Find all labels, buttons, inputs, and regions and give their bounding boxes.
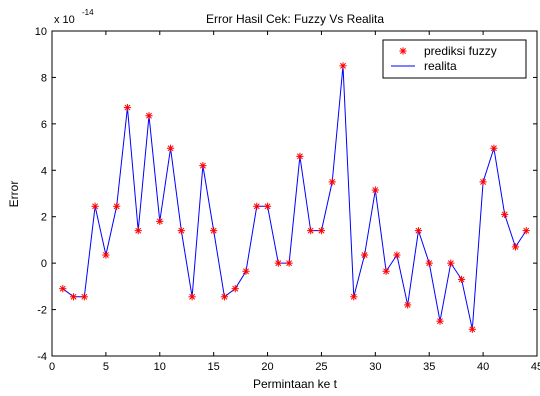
data-point-marker [479,178,487,186]
data-point-marker [274,259,282,267]
data-point-marker [501,210,509,218]
y-tick-label: -2 [37,305,47,317]
data-point-marker [156,217,164,225]
data-point-marker [199,162,207,170]
data-point-marker [123,104,132,112]
y-tick-label: 8 [41,72,47,84]
data-point-marker [447,259,455,267]
data-point-marker [242,267,250,275]
y-tick-label: 4 [41,165,47,177]
x-tick-label: 0 [49,361,55,373]
data-point-marker [113,202,121,210]
x-tick-label: 20 [261,361,273,373]
y-axis-multiplier-base: x 10 [54,14,75,26]
data-point-marker [307,227,315,235]
y-tick-label: 2 [41,212,47,224]
data-point-marker [468,325,476,333]
data-point-marker [210,227,218,235]
data-point-marker [404,301,412,309]
data-point-marker [188,293,196,301]
x-tick-label: 10 [154,361,166,373]
data-point-marker [328,178,336,186]
data-point-marker [393,251,401,259]
series-prediksi-fuzzy [59,62,530,333]
data-point-marker [231,285,239,293]
y-tick-label: 10 [35,26,47,38]
legend: prediksi fuzzy realita [382,39,527,79]
chart-title: Error Hasil Cek: Fuzzy Vs Realita [206,12,384,26]
data-point-marker [145,112,153,120]
y-axis-multiplier-exponent: -14 [82,8,94,17]
data-point-marker [296,152,304,160]
data-point-marker [436,317,444,325]
data-point-marker [220,293,229,301]
data-point-marker [134,227,142,235]
legend-marker-prediksi-fuzzy [399,47,407,55]
data-point-marker [360,251,369,259]
series-realita [62,65,527,330]
legend-box [382,39,527,79]
x-tick-label: 5 [103,361,109,373]
y-axis-label: Error [7,181,21,208]
data-point-marker [102,251,110,259]
realita-line [62,65,527,330]
data-point-marker [253,202,261,210]
data-point-marker [511,243,520,251]
y-axis-multiplier: x 10 -14 [54,8,94,26]
y-tick-label: -4 [37,351,47,363]
x-axis-label: Permintaan ke t [253,377,338,391]
y-tick-label: 6 [41,119,47,131]
x-tick-label: 25 [315,361,327,373]
data-point-marker [91,202,99,210]
data-point-marker [371,186,379,194]
data-point-marker [350,293,358,301]
data-point-marker [522,227,530,235]
x-axis-ticks: 0 5 10 15 20 25 30 35 40 45 [49,31,540,373]
legend-star-icon [399,47,407,55]
data-point-marker [317,227,326,235]
legend-label-prediksi-fuzzy: prediksi fuzzy [424,44,497,58]
data-point-marker [263,202,272,210]
data-point-marker [414,227,423,235]
data-point-marker [425,259,433,267]
x-tick-label: 45 [531,361,540,373]
y-tick-label: 0 [41,258,47,270]
y-axis-ticks: -4 -2 0 2 4 6 8 10 [35,26,537,363]
data-point-marker [166,144,175,152]
data-point-marker [490,144,498,152]
data-point-marker [457,275,466,283]
x-tick-label: 35 [423,361,435,373]
plot-area [51,30,538,357]
data-point-marker [339,62,347,70]
data-point-marker [80,293,88,301]
data-point-marker [285,259,293,267]
x-tick-label: 15 [208,361,220,373]
data-point-marker [382,267,390,275]
x-tick-label: 30 [369,361,381,373]
data-point-marker [69,293,78,301]
data-point-marker [59,285,67,293]
legend-label-realita: realita [424,59,457,73]
x-tick-label: 40 [477,361,489,373]
data-point-marker [177,227,185,235]
